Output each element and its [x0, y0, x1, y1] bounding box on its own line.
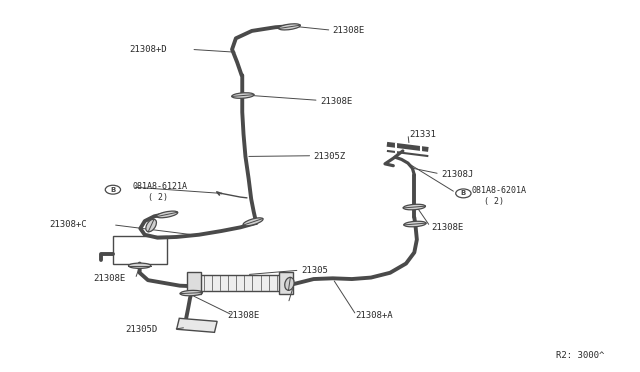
Text: 21331: 21331	[409, 130, 436, 139]
Text: 081A8-6201A: 081A8-6201A	[472, 186, 527, 195]
Bar	[113, 236, 167, 263]
Bar	[188, 272, 202, 294]
Ellipse shape	[404, 221, 426, 227]
Text: ( 2): ( 2)	[484, 197, 504, 206]
Text: 21308E: 21308E	[333, 26, 365, 35]
Ellipse shape	[285, 278, 294, 290]
Bar	[177, 318, 217, 332]
Ellipse shape	[129, 263, 151, 269]
Circle shape	[456, 189, 471, 198]
Ellipse shape	[180, 291, 202, 296]
Text: 21308+C: 21308+C	[49, 220, 87, 229]
Text: 21305D: 21305D	[125, 325, 158, 334]
Text: 081A8-6121A: 081A8-6121A	[132, 182, 187, 191]
Text: ( 2): ( 2)	[148, 193, 168, 202]
Ellipse shape	[243, 218, 263, 226]
Ellipse shape	[232, 93, 254, 98]
Ellipse shape	[403, 204, 426, 210]
Text: 21308+A: 21308+A	[355, 311, 393, 320]
Ellipse shape	[146, 219, 156, 232]
Ellipse shape	[278, 24, 300, 30]
Text: 21308E: 21308E	[431, 223, 464, 232]
Text: 21305Z: 21305Z	[314, 152, 346, 161]
Text: 21308E: 21308E	[320, 97, 352, 106]
Circle shape	[105, 185, 120, 194]
Text: 21308E: 21308E	[94, 274, 126, 283]
Text: 21308+D: 21308+D	[129, 45, 166, 54]
Text: 21308J: 21308J	[441, 170, 474, 179]
Text: 21308E: 21308E	[228, 311, 260, 320]
Text: 21305: 21305	[301, 266, 328, 275]
Text: B: B	[461, 190, 466, 196]
Text: R2: 3000^: R2: 3000^	[556, 350, 604, 360]
Bar	[279, 272, 293, 294]
Ellipse shape	[156, 211, 178, 218]
Bar	[199, 275, 282, 291]
Text: B: B	[110, 187, 116, 193]
